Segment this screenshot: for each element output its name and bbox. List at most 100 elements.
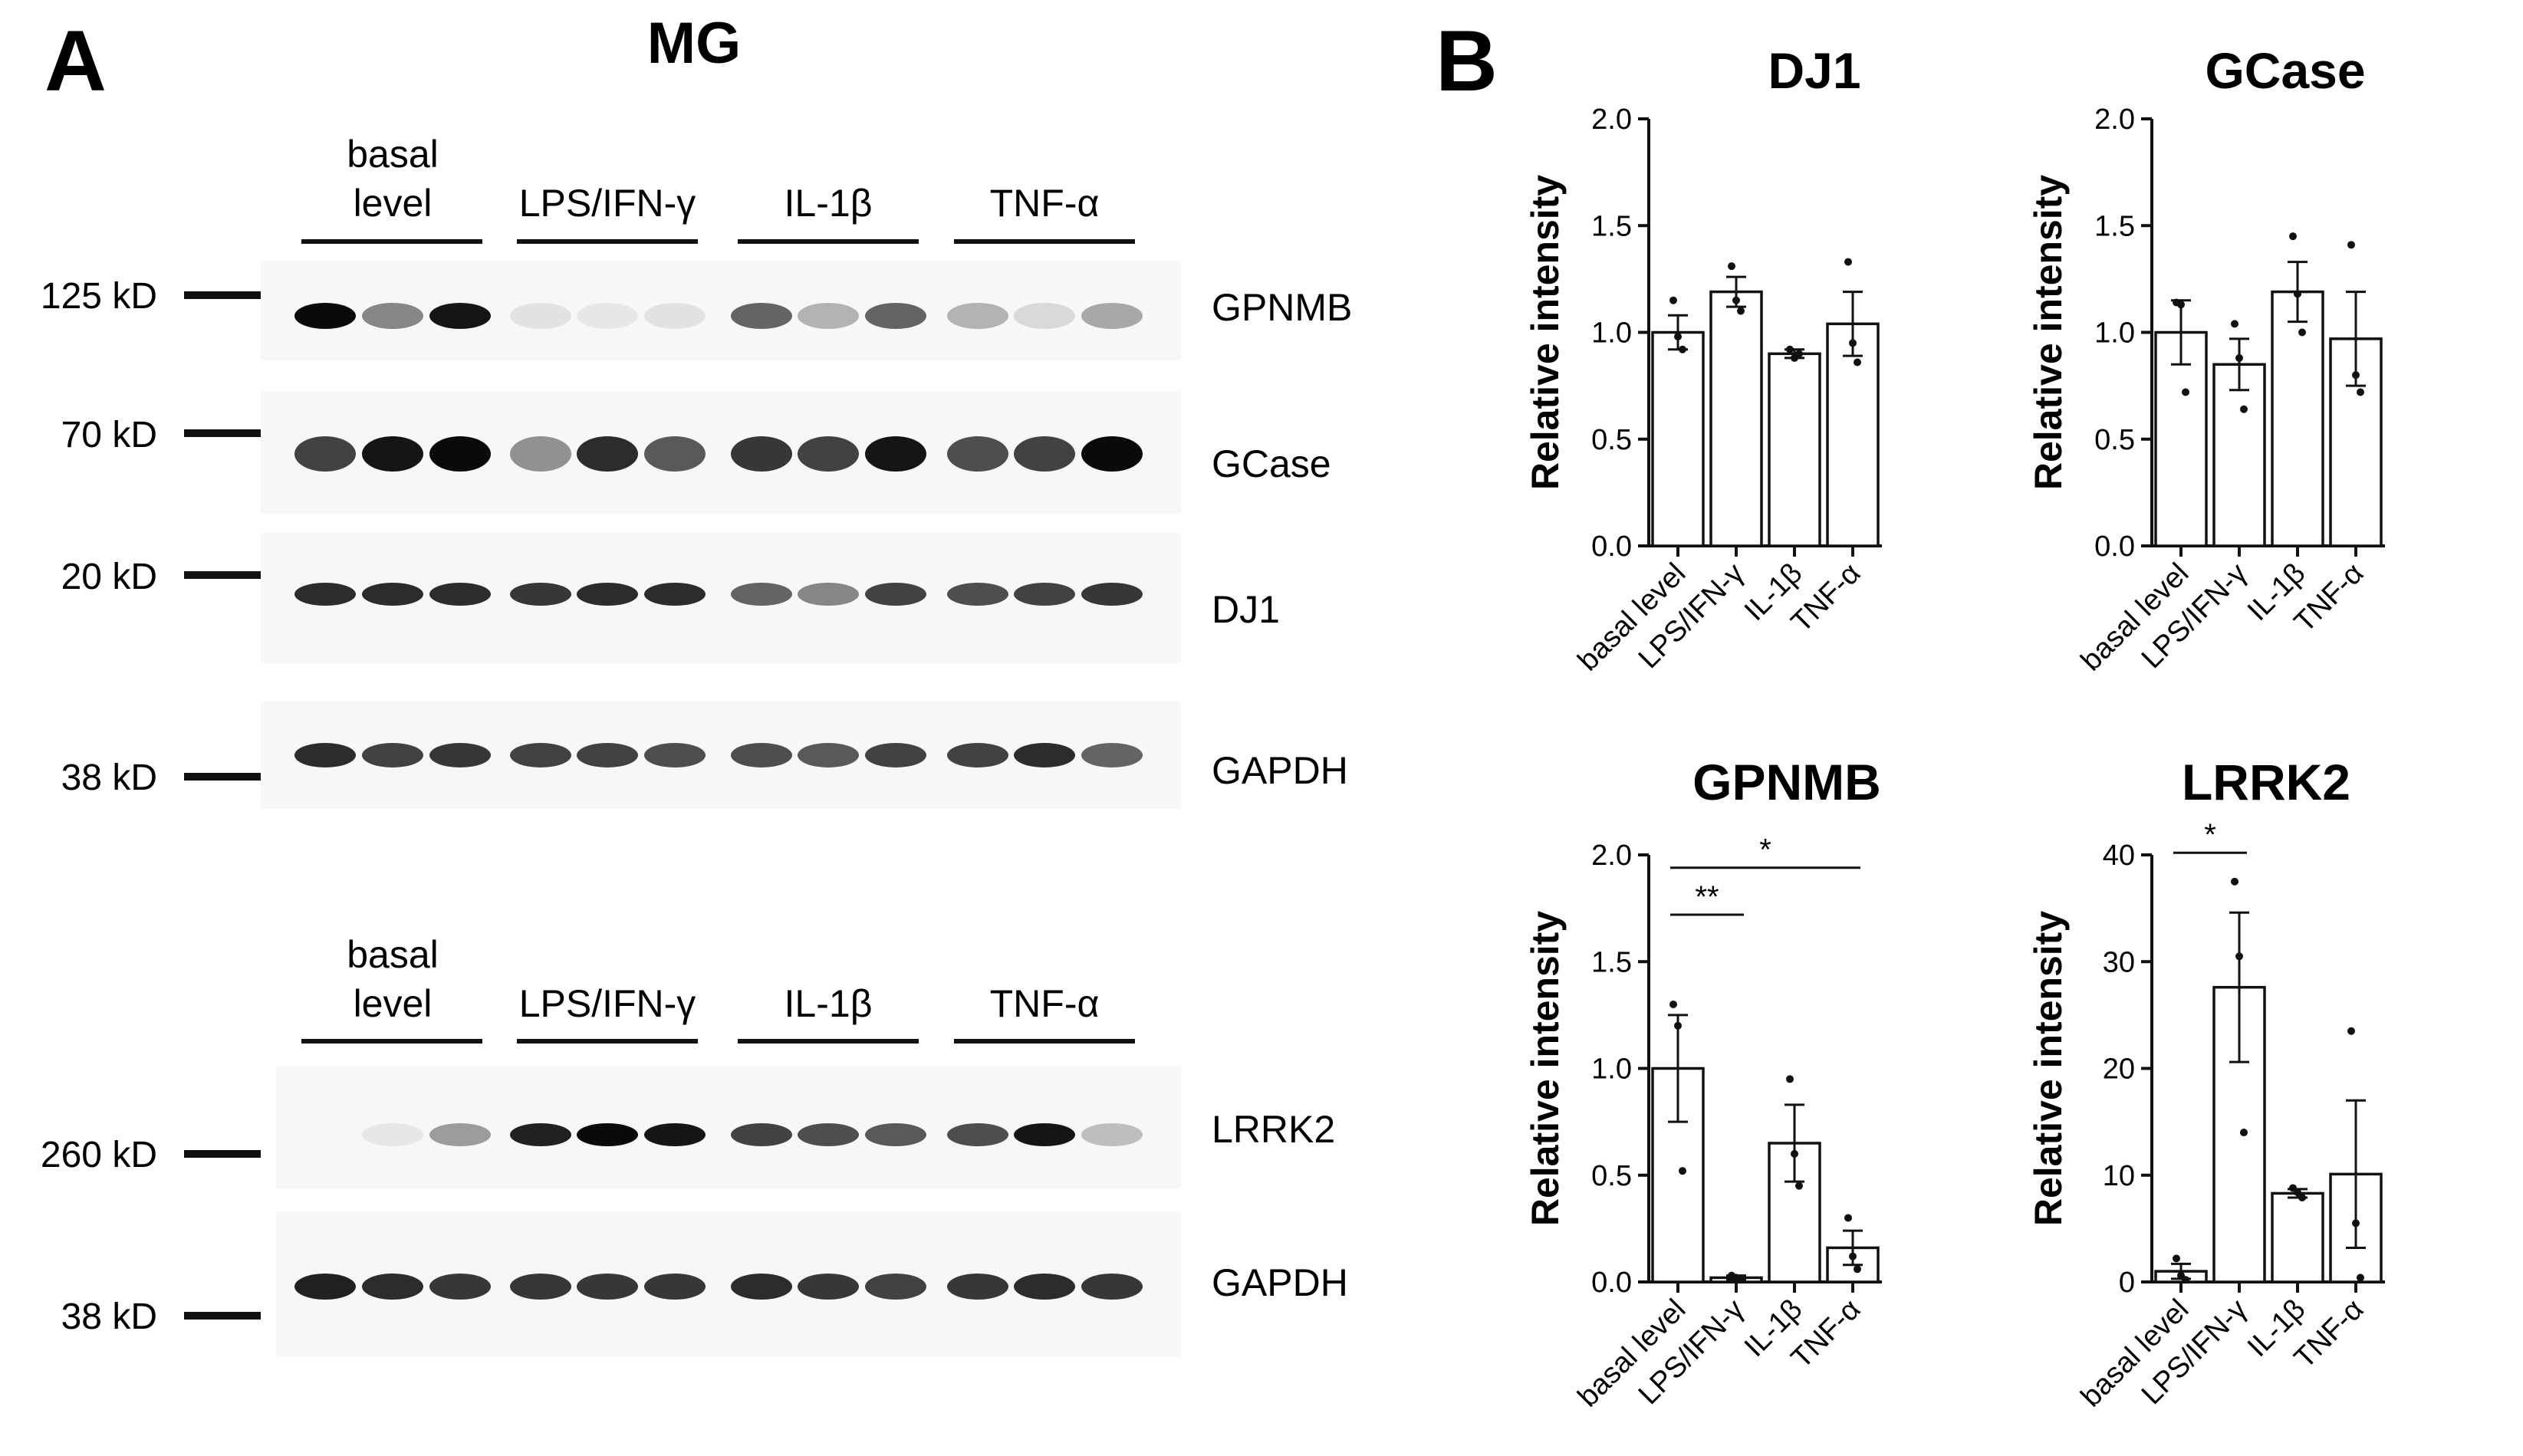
blot-band	[644, 303, 706, 329]
chart-title: DJ1	[1768, 42, 1860, 99]
blot-band	[798, 743, 859, 767]
blot-band	[577, 436, 638, 472]
bar	[2212, 363, 2266, 547]
blot-band	[510, 1123, 571, 1146]
data-point	[1849, 339, 1857, 347]
blot-strip-gapdh-1: 38 kD GAPDH	[61, 702, 1348, 809]
significance-label: **	[1695, 880, 1719, 914]
protein-label: LRRK2	[1212, 1108, 1335, 1151]
data-point	[1679, 345, 1686, 353]
marker-label: 70 kD	[61, 415, 157, 455]
group-label-basal-line2: level	[354, 182, 433, 225]
chart-title: GPNMB	[1692, 754, 1881, 810]
protein-label: DJ1	[1212, 588, 1280, 631]
group-label-tnfa: TNF-α	[990, 182, 1100, 225]
y-axis-label: Relative intensity	[1524, 175, 1567, 490]
blot-band	[865, 436, 926, 472]
blot-band	[1014, 583, 1075, 606]
blot-band	[1081, 436, 1143, 472]
data-point	[2235, 952, 2243, 961]
blot-strip-gcase: 70 kD GCase	[61, 391, 1331, 514]
group-label-lps: LPS/IFN-γ	[519, 982, 696, 1025]
blot-band	[577, 1123, 638, 1146]
blot-band	[1014, 1123, 1075, 1146]
blot-band	[947, 1123, 1008, 1146]
y-tick-label: 1.5	[2094, 210, 2135, 242]
blot-bands	[294, 303, 1143, 329]
blot-band	[294, 1274, 356, 1300]
data-point	[2231, 877, 2238, 886]
blot-band	[731, 1123, 792, 1146]
y-tick-label: 0.0	[1591, 1267, 1632, 1299]
blot-band	[429, 1274, 491, 1300]
blot-strip-lrrk2: 260 kD LRRK2	[41, 1066, 1335, 1188]
data-point	[1854, 1265, 1861, 1274]
blot-band	[1014, 1274, 1075, 1300]
blot-band	[798, 303, 859, 329]
data-point	[2182, 1276, 2189, 1284]
bar	[1709, 290, 1763, 547]
blot-bands	[294, 583, 1143, 606]
blot-band	[644, 583, 706, 606]
blot-band	[577, 743, 638, 767]
blot-band	[947, 436, 1008, 472]
data-point	[2235, 353, 2243, 362]
blot-band	[947, 303, 1008, 329]
y-axis-label: Relative intensity	[2027, 175, 2070, 490]
blot-strip-gapdh-2: 38 kD GAPDH	[61, 1211, 1348, 1357]
y-tick-label: 0.5	[2094, 424, 2135, 456]
blot-band	[510, 583, 571, 606]
blot-band	[731, 303, 792, 329]
blot-band	[429, 583, 491, 606]
y-tick-label: 10	[2103, 1160, 2135, 1192]
bar	[2271, 1191, 2324, 1283]
blot-band	[510, 303, 571, 329]
blot-band	[577, 303, 638, 329]
blot-band	[865, 743, 926, 767]
blot-band	[1081, 583, 1143, 606]
blot-band	[947, 743, 1008, 767]
blot-bands	[294, 743, 1143, 767]
data-point	[1786, 345, 1794, 353]
blot-band	[294, 743, 356, 767]
group-label-basal-line2: level	[354, 982, 433, 1025]
chart-title: GCase	[2205, 42, 2365, 99]
data-point	[1732, 296, 1740, 304]
data-point	[2177, 301, 2185, 309]
blot-band	[429, 1123, 491, 1146]
data-point	[1849, 1252, 1857, 1260]
y-tick-label: 0.5	[1591, 424, 1632, 456]
data-point	[1728, 262, 1735, 271]
blot-band	[1014, 303, 1075, 329]
data-point	[1737, 1276, 1745, 1284]
data-point	[2289, 232, 2297, 241]
y-tick-label: 0.0	[1591, 531, 1632, 563]
protein-label: GCase	[1212, 442, 1331, 485]
blot-band	[865, 1274, 926, 1300]
chart-title: LRRK2	[2182, 754, 2350, 810]
y-tick-label: 0.0	[2094, 531, 2135, 563]
data-point	[2294, 290, 2301, 298]
marker-label: 38 kD	[61, 758, 157, 798]
blot-band	[865, 583, 926, 606]
group-label-lps: LPS/IFN-γ	[519, 182, 696, 225]
panel-a-label: A	[44, 13, 107, 109]
data-point	[1854, 358, 1861, 366]
blot-band	[947, 1274, 1008, 1300]
group-label-il1b: IL-1β	[785, 182, 873, 225]
blot-band	[362, 743, 423, 767]
y-axis-label: Relative intensity	[1524, 911, 1567, 1226]
data-point	[1674, 1021, 1682, 1030]
data-point	[1669, 296, 1677, 304]
data-point	[1844, 1214, 1852, 1222]
protein-label: GAPDH	[1212, 1261, 1348, 1304]
blot-band	[429, 436, 491, 472]
blot-band	[644, 1123, 706, 1146]
blot-bands	[294, 1274, 1143, 1300]
blot-band	[798, 583, 859, 606]
blot-band	[731, 436, 792, 472]
panel-b-label: B	[1436, 13, 1498, 109]
blot-band	[1081, 1274, 1143, 1300]
data-point	[1669, 1000, 1677, 1008]
blot-band	[798, 1123, 859, 1146]
